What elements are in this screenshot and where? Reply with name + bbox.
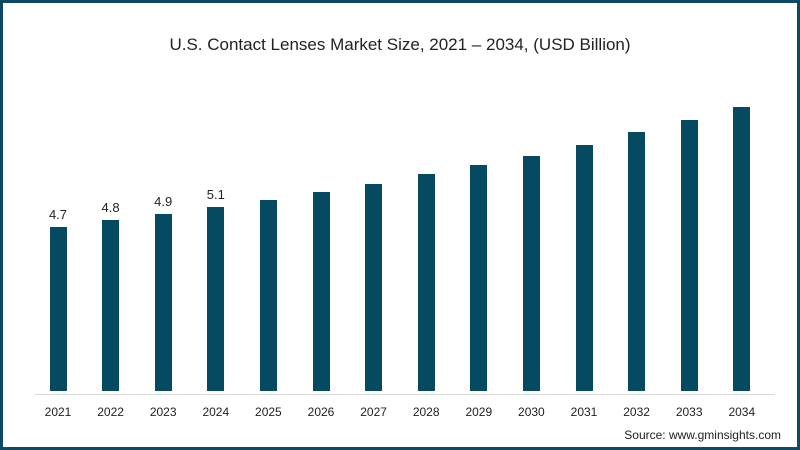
source-note: Source: www.gminsights.com <box>624 428 781 442</box>
x-tick-2033: 2033 <box>675 405 703 419</box>
bar-2023 <box>154 214 172 391</box>
bar-2026 <box>312 192 330 391</box>
chart-title: U.S. Contact Lenses Market Size, 2021 – … <box>169 35 631 54</box>
x-tick-2028: 2028 <box>412 405 440 419</box>
bar-2021 <box>49 227 67 391</box>
x-tick-2025: 2025 <box>255 405 282 419</box>
x-tick-2021: 2021 <box>44 405 72 419</box>
value-label-2021: 4.7 <box>48 207 68 222</box>
x-axis-line <box>35 394 775 395</box>
x-tick-2024: 2024 <box>202 405 230 419</box>
x-tick-2027: 2027 <box>360 405 387 419</box>
bar-2029 <box>470 165 488 391</box>
value-label-2023: 4.9 <box>154 194 173 209</box>
x-tick-2029: 2029 <box>465 405 493 419</box>
x-tick-2022: 2022 <box>97 405 124 419</box>
x-tick-2030: 2030 <box>518 405 545 419</box>
bar-2032 <box>628 132 646 391</box>
value-label-2022: 4.8 <box>101 200 120 215</box>
bar-2030 <box>522 156 540 391</box>
value-label-2024: 5.1 <box>206 187 225 202</box>
bar-2034 <box>733 107 751 391</box>
bar-2033 <box>680 120 698 391</box>
x-tick-2026: 2026 <box>307 405 335 419</box>
bar-2027 <box>365 184 383 391</box>
x-tick-2031: 2031 <box>570 405 598 419</box>
bar-2031 <box>575 145 593 391</box>
bar-2025 <box>259 200 277 391</box>
bar-2022 <box>102 220 120 391</box>
x-tick-2023: 2023 <box>149 405 177 419</box>
chart-frame: U.S. Contact Lenses Market Size, 2021 – … <box>3 3 797 447</box>
bar-2024 <box>207 207 225 391</box>
x-tick-2032: 2032 <box>623 405 650 419</box>
bar-2028 <box>417 174 435 391</box>
x-tick-2034: 2034 <box>728 405 756 419</box>
